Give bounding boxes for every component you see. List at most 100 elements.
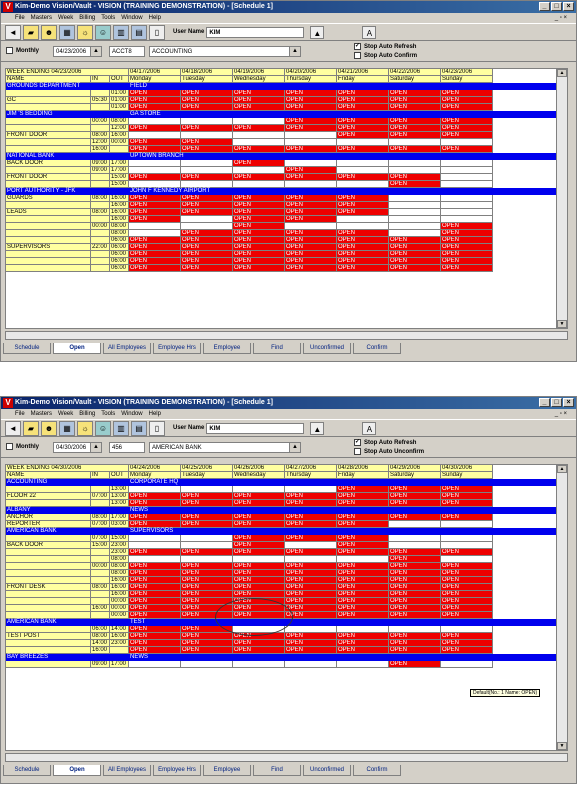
open-shift-cell[interactable]: OPEN — [389, 500, 441, 507]
open-shift-cell[interactable]: OPEN — [337, 521, 389, 528]
scroll-up-button[interactable]: ▲ — [557, 69, 567, 77]
open-shift-cell[interactable]: OPEN — [337, 132, 389, 139]
empty-shift-cell[interactable] — [337, 556, 389, 563]
dropdown-arrow-icon[interactable]: ▲ — [310, 25, 325, 39]
open-shift-cell[interactable]: OPEN — [129, 626, 181, 633]
empty-shift-cell[interactable] — [389, 195, 441, 202]
open-shift-cell[interactable]: OPEN — [129, 104, 181, 111]
open-shift-cell[interactable]: OPEN — [285, 167, 337, 174]
open-shift-cell[interactable]: OPEN — [233, 563, 285, 570]
open-shift-cell[interactable]: OPEN — [233, 549, 285, 556]
open-shift-cell[interactable]: OPEN — [129, 605, 181, 612]
stop-confirm-check[interactable] — [354, 52, 361, 60]
open-shift-cell[interactable]: OPEN — [285, 549, 337, 556]
open-shift-cell[interactable]: OPEN — [181, 202, 233, 209]
open-shift-cell[interactable]: OPEN — [129, 125, 181, 132]
open-shift-cell[interactable]: OPEN — [441, 486, 493, 493]
open-shift-cell[interactable]: OPEN — [181, 209, 233, 216]
open-shift-cell[interactable]: OPEN — [129, 202, 181, 209]
empty-shift-cell[interactable] — [129, 118, 181, 125]
empty-shift-cell[interactable] — [233, 167, 285, 174]
tab-employee-hrs[interactable]: Employee Hrs — [153, 343, 201, 354]
open-shift-cell[interactable]: OPEN — [129, 500, 181, 507]
people-icon[interactable]: ☺ — [95, 24, 111, 40]
open-shift-cell[interactable]: OPEN — [129, 265, 181, 272]
open-shift-cell[interactable]: OPEN — [337, 591, 389, 598]
account-dropdown-button[interactable]: ▲ — [289, 442, 301, 453]
back-arrow-icon[interactable]: ◄ — [5, 420, 21, 436]
open-shift-cell[interactable]: OPEN — [441, 500, 493, 507]
empty-shift-cell[interactable] — [285, 132, 337, 139]
open-shift-cell[interactable]: OPEN — [389, 90, 441, 97]
open-shift-cell[interactable]: OPEN — [441, 265, 493, 272]
open-shift-cell[interactable]: OPEN — [389, 97, 441, 104]
minimize-button[interactable]: _ — [539, 398, 550, 407]
menu-help[interactable]: Help — [148, 411, 161, 417]
empty-shift-cell[interactable] — [129, 223, 181, 230]
account-dropdown-button[interactable]: ▲ — [289, 46, 301, 57]
folder-open-icon[interactable]: ▰ — [23, 24, 39, 40]
empty-shift-cell[interactable] — [441, 626, 493, 633]
open-shift-cell[interactable]: OPEN — [337, 195, 389, 202]
open-shift-cell[interactable]: OPEN — [389, 605, 441, 612]
open-shift-cell[interactable]: OPEN — [441, 640, 493, 647]
open-shift-cell[interactable]: OPEN — [389, 570, 441, 577]
open-shift-cell[interactable]: OPEN — [129, 647, 181, 654]
open-shift-cell[interactable]: OPEN — [233, 125, 285, 132]
empty-shift-cell[interactable] — [441, 167, 493, 174]
open-shift-cell[interactable]: OPEN — [233, 97, 285, 104]
empty-shift-cell[interactable] — [129, 542, 181, 549]
empty-shift-cell[interactable] — [285, 181, 337, 188]
open-shift-cell[interactable]: OPEN — [389, 612, 441, 619]
open-shift-cell[interactable]: OPEN — [337, 118, 389, 125]
open-shift-cell[interactable]: OPEN — [337, 605, 389, 612]
open-shift-cell[interactable]: OPEN — [233, 640, 285, 647]
open-shift-cell[interactable]: OPEN — [285, 97, 337, 104]
open-shift-cell[interactable]: OPEN — [181, 146, 233, 153]
open-shift-cell[interactable]: OPEN — [389, 563, 441, 570]
empty-shift-cell[interactable] — [129, 661, 181, 668]
open-shift-cell[interactable]: OPEN — [285, 598, 337, 605]
empty-shift-cell[interactable] — [441, 661, 493, 668]
empty-shift-cell[interactable] — [129, 535, 181, 542]
empty-shift-cell[interactable] — [233, 118, 285, 125]
menu-file[interactable]: File — [15, 15, 25, 21]
empty-shift-cell[interactable] — [441, 181, 493, 188]
open-shift-cell[interactable]: OPEN — [181, 493, 233, 500]
open-shift-cell[interactable]: OPEN — [441, 237, 493, 244]
open-shift-cell[interactable]: OPEN — [389, 493, 441, 500]
empty-shift-cell[interactable] — [337, 626, 389, 633]
empty-shift-cell[interactable] — [181, 132, 233, 139]
empty-shift-cell[interactable] — [129, 160, 181, 167]
open-shift-cell[interactable]: OPEN — [129, 577, 181, 584]
open-shift-cell[interactable]: OPEN — [285, 146, 337, 153]
stop-auto-confirm[interactable]: Stop Auto Confirm — [354, 52, 417, 60]
tab-all-employees[interactable]: All Employees — [103, 765, 151, 776]
sun-icon[interactable]: ☼ — [77, 24, 93, 40]
open-shift-cell[interactable]: OPEN — [389, 577, 441, 584]
open-shift-cell[interactable]: OPEN — [233, 591, 285, 598]
open-shift-cell[interactable]: OPEN — [181, 633, 233, 640]
open-shift-cell[interactable]: OPEN — [233, 521, 285, 528]
open-shift-cell[interactable]: OPEN — [441, 230, 493, 237]
open-shift-cell[interactable]: OPEN — [181, 230, 233, 237]
calendar-icon[interactable]: ▦ — [59, 24, 75, 40]
open-shift-cell[interactable]: OPEN — [441, 647, 493, 654]
open-shift-cell[interactable]: OPEN — [181, 125, 233, 132]
empty-shift-cell[interactable] — [389, 626, 441, 633]
open-shift-cell[interactable]: OPEN — [129, 591, 181, 598]
empty-shift-cell[interactable] — [337, 216, 389, 223]
open-shift-cell[interactable]: OPEN — [337, 258, 389, 265]
open-shift-cell[interactable]: OPEN — [441, 612, 493, 619]
open-shift-cell[interactable]: OPEN — [129, 251, 181, 258]
open-shift-cell[interactable]: OPEN — [233, 542, 285, 549]
lookup-icon[interactable]: A — [362, 421, 377, 435]
mdi-controls[interactable]: _ ▫ × — [554, 411, 567, 417]
open-shift-cell[interactable]: OPEN — [285, 640, 337, 647]
open-shift-cell[interactable]: OPEN — [129, 640, 181, 647]
empty-shift-cell[interactable] — [337, 167, 389, 174]
open-shift-cell[interactable]: OPEN — [181, 563, 233, 570]
open-shift-cell[interactable]: OPEN — [181, 584, 233, 591]
tab-employee-hrs[interactable]: Employee Hrs — [153, 765, 201, 776]
open-shift-cell[interactable]: OPEN — [337, 549, 389, 556]
